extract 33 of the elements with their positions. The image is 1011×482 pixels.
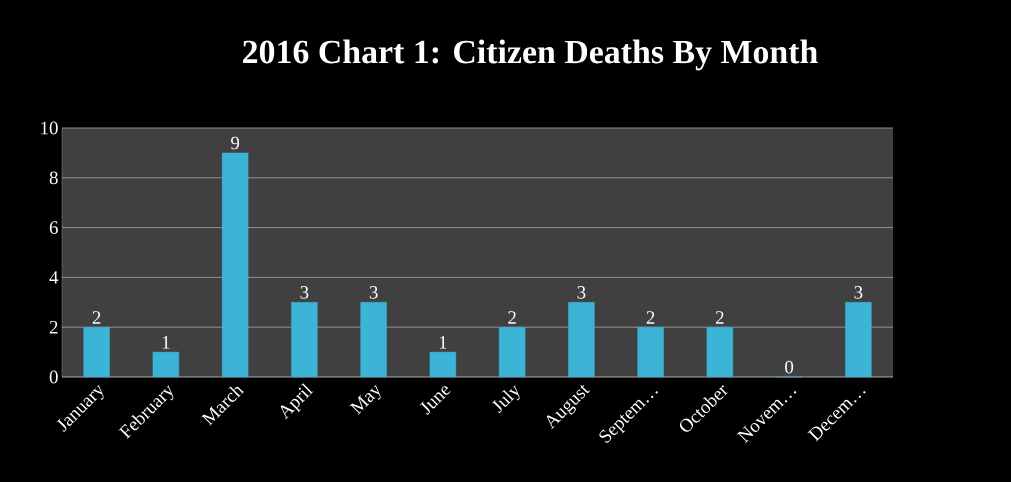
y-tick-label: 6 xyxy=(49,221,58,234)
bar xyxy=(845,302,872,378)
data-label: 3 xyxy=(854,286,863,299)
data-label: 1 xyxy=(439,336,447,349)
data-label: 2 xyxy=(715,311,724,324)
bar xyxy=(360,302,387,378)
x-tick-label: June xyxy=(419,386,451,415)
y-tick-label: 4 xyxy=(49,271,59,284)
data-label: 9 xyxy=(231,136,240,150)
chart-title: 2016 Chart 1: Citizen Deaths By Month xyxy=(243,39,818,71)
bar xyxy=(221,152,249,378)
data-label: 2 xyxy=(92,311,101,324)
data-label: 2 xyxy=(508,311,516,324)
bar xyxy=(429,351,457,378)
bar xyxy=(498,326,526,378)
y-tick-label: 10 xyxy=(41,121,58,135)
bar xyxy=(83,326,110,378)
y-tick-label: 8 xyxy=(49,171,58,185)
bar xyxy=(637,326,664,378)
bar xyxy=(291,302,318,378)
y-tick-label: 0 xyxy=(49,370,58,384)
data-label: 3 xyxy=(300,286,309,299)
bar xyxy=(706,326,734,378)
data-label: 1 xyxy=(162,336,170,349)
x-tick-label: May xyxy=(349,384,381,415)
bar xyxy=(568,302,595,378)
data-label: 3 xyxy=(577,286,586,299)
bar xyxy=(152,351,180,378)
data-label: 3 xyxy=(369,286,378,299)
data-label: 0 xyxy=(785,360,794,374)
y-tick-label: 2 xyxy=(49,320,58,334)
data-label: 2 xyxy=(646,311,655,324)
x-tick-label: July xyxy=(491,385,520,414)
